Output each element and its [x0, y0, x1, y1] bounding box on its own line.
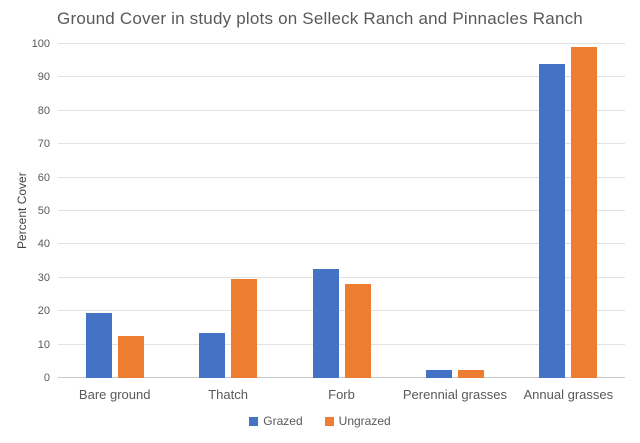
x-axis-label: Annual grasses [523, 387, 614, 402]
y-tick-label: 60 [37, 171, 50, 184]
bar-group [171, 44, 284, 378]
legend-swatch [324, 416, 334, 426]
legend-swatch [249, 416, 259, 426]
gridline [58, 176, 625, 178]
bar-grazed [85, 312, 112, 378]
gridline [58, 43, 625, 44]
bar-group [58, 44, 171, 378]
gridline [58, 109, 625, 111]
x-axis-label: Thatch [208, 387, 248, 402]
bars-layer [58, 44, 625, 378]
bar-ungrazed [571, 47, 598, 378]
y-tick-label: 40 [37, 238, 50, 251]
y-tick-label: 20 [37, 305, 50, 318]
bar-grazed [425, 369, 452, 378]
bar-ungrazed [457, 369, 484, 378]
gridline [58, 243, 625, 245]
gridline [58, 343, 625, 345]
x-axis-label: Perennial grasses [402, 387, 507, 402]
bar-ungrazed [344, 284, 371, 378]
chart-title: Ground Cover in study plots on Selleck R… [57, 9, 583, 28]
bar-group [512, 44, 625, 378]
plot-area [58, 43, 625, 378]
bar-ungrazed [231, 279, 258, 378]
x-axis-label: Forb [328, 387, 355, 402]
y-tick-label: 90 [37, 71, 50, 84]
bar-grazed [199, 332, 226, 378]
legend: Grazed Ungrazed [0, 414, 640, 428]
bar-group [398, 44, 511, 378]
x-axis: Bare ground Thatch Forb Perennial grasses An… [58, 387, 625, 402]
gridline [58, 76, 625, 78]
legend-label: Grazed [263, 414, 303, 428]
legend-item: Grazed [249, 414, 303, 428]
y-tick-label: 80 [37, 104, 50, 117]
bar-group [285, 44, 398, 378]
gridline [58, 143, 625, 145]
y-axis: 0 10 20 30 40 50 60 70 80 90 100 [0, 38, 50, 384]
y-tick-label: 70 [37, 138, 50, 151]
legend-label: Ungrazed [338, 414, 391, 428]
x-axis-line [58, 377, 625, 378]
gridline [58, 276, 625, 278]
y-tick-label: 100 [31, 38, 50, 50]
gridline [58, 210, 625, 211]
y-tick-label: 0 [43, 372, 50, 384]
y-tick-label: 10 [37, 338, 50, 351]
x-axis-label: Bare ground [78, 387, 151, 402]
y-tick-label: 30 [37, 271, 50, 284]
y-tick-label: 50 [37, 205, 50, 217]
bar-grazed [312, 269, 339, 378]
gridline [58, 310, 625, 312]
bar-grazed [539, 64, 566, 378]
bar-ungrazed [117, 336, 144, 378]
legend-item: Ungrazed [324, 414, 391, 428]
